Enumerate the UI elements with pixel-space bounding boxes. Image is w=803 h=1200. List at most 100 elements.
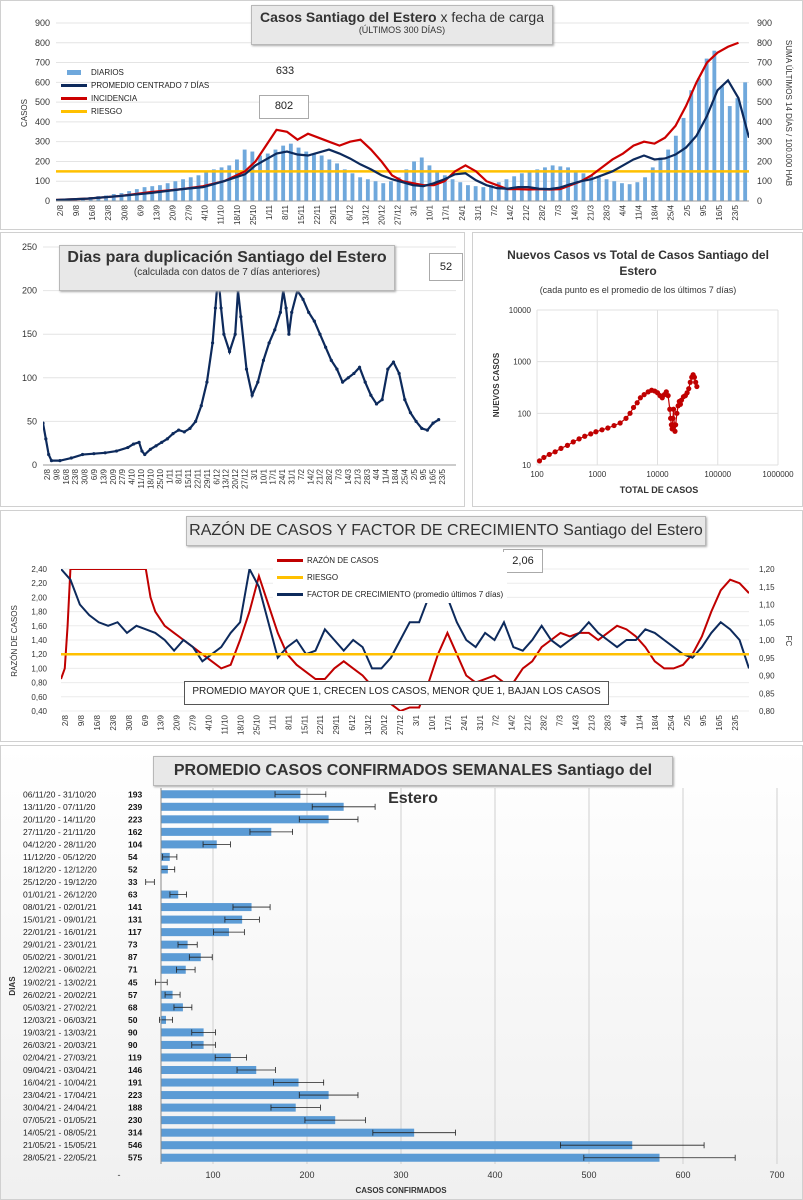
doubling-line <box>43 273 440 462</box>
weekly-chart: - 100 200 300 400 500 600 700 CASOS CONFIRMADOS D… <box>8 788 785 1195</box>
doubling-x-tick-20: 20/12 <box>231 468 240 489</box>
weekly-value-label: 63 <box>128 890 138 900</box>
ratio-x-tick-20: 20/12 <box>380 714 389 735</box>
cases-x-tick-19: 13/12 <box>361 204 370 225</box>
ratio-x-tick-6: 13/9 <box>157 714 166 730</box>
weekly-value-label: 71 <box>128 965 138 975</box>
cases-bar <box>658 157 663 201</box>
cases-bar <box>435 171 440 201</box>
ratio-x-tick-18: 6/12 <box>348 714 357 730</box>
ratio-ytick-9: 2,20 <box>31 579 47 588</box>
doubling-x-tick-31: 7/3 <box>335 468 344 480</box>
scatter-point <box>541 454 547 461</box>
doubling-ytick-2: 100 <box>22 373 37 383</box>
doubling-point <box>346 376 350 380</box>
doubling-x-tick-23: 10/1 <box>259 468 268 484</box>
weekly-xtick-1: 100 <box>205 1170 220 1180</box>
cases-x-tick-37: 18/4 <box>651 204 660 220</box>
weekly-value-label: 104 <box>128 839 142 849</box>
doubling-point <box>250 393 254 397</box>
weekly-category-label: 04/12/20 - 28/11/20 <box>23 839 96 849</box>
doubling-point <box>210 341 215 345</box>
scatter-point <box>637 395 643 401</box>
weekly-bar <box>161 1040 204 1049</box>
cases-x-tick-4: 30/8 <box>120 204 129 220</box>
cases-y2tick-8: 800 <box>757 38 772 48</box>
weekly-category-label: 23/04/21 - 17/04/21 <box>23 1090 97 1100</box>
doubling-x-tick-29: 21/2 <box>316 468 325 484</box>
doubling-x-tick-27: 7/2 <box>297 468 306 480</box>
cases-legend: DIARIOS PROMEDIO CENTRADO 7 DÍAS INCIDEN… <box>61 66 209 118</box>
doubling-point <box>312 319 316 323</box>
cases-bar <box>666 149 671 201</box>
cases-bar <box>319 155 324 201</box>
doubling-point <box>194 419 198 423</box>
weekly-category-label: 21/05/21 - 15/05/21 <box>23 1140 97 1150</box>
doubling-x-tick-39: 2/5 <box>410 468 419 480</box>
cases-bar <box>481 187 486 201</box>
scatter-point <box>665 393 671 399</box>
cases-x-tick-28: 14/2 <box>506 204 515 220</box>
scatter-point <box>623 415 629 421</box>
legend-promedio: PROMEDIO CENTRADO 7 DÍAS <box>61 79 209 92</box>
weekly-xtick-7: 700 <box>769 1170 784 1180</box>
doubling-point <box>114 449 119 453</box>
weekly-bar <box>161 790 301 799</box>
ratio-x-tick-37: 18/4 <box>651 714 660 730</box>
doubling-point <box>103 451 107 455</box>
cases-x-tick-25: 24/1 <box>458 204 467 220</box>
doubling-point <box>137 440 141 444</box>
ratio-y2tick-5: 1,05 <box>759 618 775 627</box>
ratio-x-tick-12: 25/10 <box>252 714 261 735</box>
doubling-x-tick-16: 22/11 <box>193 468 202 488</box>
weekly-category-label: 11/12/20 - 05/12/20 <box>23 852 96 862</box>
doubling-point <box>126 445 130 450</box>
doubling-chart-title: Dias para duplicación Santiago del Ester… <box>59 245 395 291</box>
cases-bar <box>227 165 232 201</box>
ratio-y2label: FC <box>784 636 793 647</box>
ratio-y2tick-6: 1,10 <box>759 601 775 610</box>
doubling-point <box>420 426 424 430</box>
weekly-bar <box>161 1053 231 1062</box>
weekly-value-label: 191 <box>128 1078 142 1088</box>
cases-y2tick-3: 300 <box>757 137 772 147</box>
weekly-xtick-4: 400 <box>487 1170 502 1180</box>
cases-x-tick-24: 17/1 <box>442 204 451 220</box>
cases-x-tick-6: 13/9 <box>152 204 161 220</box>
scatter-point <box>564 442 571 448</box>
weekly-bar <box>161 1128 415 1137</box>
ratio-y2tick-3: 0,95 <box>759 654 775 663</box>
scatter-ylabel: NUEVOS CASOS <box>492 352 501 417</box>
scatter-point <box>693 379 699 385</box>
cases-x-tick-23: 10/1 <box>426 204 435 220</box>
doubling-point <box>199 404 203 408</box>
doubling-x-tick-21: 27/12 <box>241 468 250 489</box>
doubling-point <box>307 310 311 314</box>
ratio-x-tick-2: 16/8 <box>93 714 102 730</box>
ratio-x-tick-14: 8/11 <box>284 714 293 730</box>
doubling-x-tick-19: 13/12 <box>222 468 231 489</box>
weekly-category-label: 12/02/21 - 06/02/21 <box>23 965 97 975</box>
cases-bar <box>373 181 378 201</box>
cases-bar <box>558 166 563 201</box>
doubling-point <box>391 360 396 364</box>
doubling-point <box>154 444 158 448</box>
cases-x-tick-14: 8/11 <box>281 204 290 220</box>
cases-x-tick-36: 11/4 <box>635 204 644 220</box>
cases-bar <box>489 185 493 201</box>
weekly-value-label: 33 <box>128 877 138 887</box>
weekly-category-label: 25/12/20 - 19/12/20 <box>23 877 97 887</box>
cases-x-tick-8: 27/9 <box>185 204 194 220</box>
scatter-point <box>630 404 637 411</box>
cases-bar <box>643 177 647 201</box>
cases-bar <box>219 167 224 201</box>
doubling-point <box>239 315 243 319</box>
weekly-bar <box>161 815 329 824</box>
doubling-x-tick-30: 28/2 <box>325 468 334 484</box>
scatter-point <box>674 410 680 416</box>
cases-bar <box>620 183 624 201</box>
cases-bar <box>273 149 278 201</box>
cases-bar <box>165 183 170 201</box>
cases-bar <box>543 167 547 201</box>
weekly-category-label: 09/04/21 - 03/04/21 <box>23 1065 97 1075</box>
